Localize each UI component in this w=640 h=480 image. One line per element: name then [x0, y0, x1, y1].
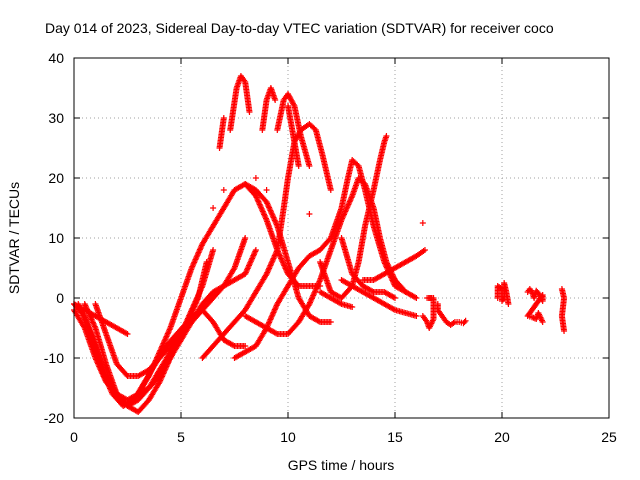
data-point — [252, 247, 259, 253]
data-point — [539, 319, 546, 325]
y-tick-label: -20 — [44, 410, 64, 426]
data-point — [306, 163, 313, 169]
series-track-13 — [338, 277, 420, 319]
data-point — [384, 261, 391, 268]
y-tick-label: -10 — [44, 350, 64, 366]
data-point — [390, 274, 397, 281]
data-point — [392, 295, 398, 301]
data-point — [390, 272, 397, 279]
data-point — [220, 115, 227, 121]
data-point — [413, 295, 420, 301]
axis-ticks: 0 5 10 15 20 25 -20 -10 0 10 20 30 40 — [44, 50, 617, 445]
x-tick-label: 20 — [494, 429, 510, 445]
y-axis-label: SDTVAR / TECUs — [6, 182, 22, 294]
series-track-7 — [135, 91, 313, 397]
x-tick-label: 0 — [70, 429, 78, 445]
series-track-6 — [92, 85, 279, 379]
data-point — [327, 187, 334, 193]
data-point — [421, 247, 428, 253]
data-point — [390, 306, 397, 313]
data-point — [369, 288, 376, 295]
data-point — [385, 263, 392, 270]
data-point — [246, 109, 253, 115]
series-track-16 — [419, 220, 437, 331]
data-point — [230, 266, 237, 273]
data-point — [337, 300, 344, 307]
data-point — [124, 331, 131, 337]
x-axis-label: GPS time / hours — [288, 457, 395, 473]
series-track-17 — [434, 301, 469, 328]
data-point — [402, 289, 409, 295]
series-track-12 — [242, 181, 334, 325]
data-point — [242, 235, 249, 241]
y-tick-label: 40 — [48, 50, 64, 66]
data-point — [383, 259, 390, 265]
data-point — [295, 163, 302, 169]
data-point — [230, 342, 237, 349]
data-point — [505, 301, 512, 307]
data-point — [327, 319, 334, 325]
data-point — [383, 133, 390, 139]
y-tick-label: 10 — [48, 230, 64, 246]
data-point — [252, 175, 259, 181]
data-point — [401, 287, 408, 294]
data-point — [428, 295, 435, 301]
data-point — [349, 304, 356, 310]
series-track-19 — [524, 286, 546, 325]
data-point — [384, 260, 391, 267]
series-track-8 — [199, 121, 398, 361]
data-points — [71, 73, 568, 415]
y-tick-label: 20 — [48, 170, 64, 186]
series-track-5 — [71, 301, 131, 337]
data-point — [123, 330, 130, 337]
data-point — [413, 313, 420, 319]
data-point — [290, 101, 297, 108]
data-point — [272, 330, 279, 337]
data-point — [561, 328, 568, 334]
data-point — [412, 294, 419, 301]
x-tick-label: 15 — [387, 429, 403, 445]
data-point — [242, 343, 249, 349]
y-tick-label: 30 — [48, 110, 64, 126]
series-track-15 — [317, 289, 356, 310]
chart-title: Day 014 of 2023, Sidereal Day-to-day VTE… — [45, 20, 554, 36]
series-track-14 — [359, 247, 428, 283]
data-point — [461, 319, 468, 325]
x-tick-label: 10 — [280, 429, 296, 445]
x-tick-label: 5 — [177, 429, 185, 445]
data-point — [419, 220, 426, 226]
y-tick-label: 0 — [56, 290, 64, 306]
data-point — [220, 187, 227, 193]
data-point — [315, 318, 322, 325]
x-tick-label: 25 — [601, 429, 617, 445]
data-point — [210, 205, 217, 211]
series-track-18 — [494, 280, 512, 307]
data-point — [210, 247, 217, 253]
data-point — [263, 187, 270, 193]
data-point — [272, 97, 279, 103]
data-point — [306, 211, 313, 217]
data-point — [462, 317, 469, 324]
data-point — [390, 294, 397, 301]
series-track-20 — [558, 286, 568, 334]
plot-frame — [73, 57, 610, 419]
